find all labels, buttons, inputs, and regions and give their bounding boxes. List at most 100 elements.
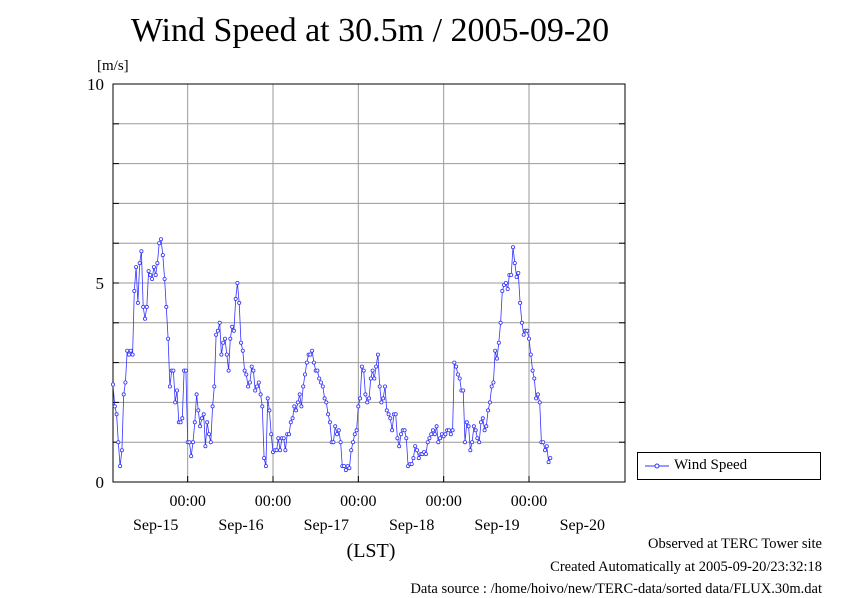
data-point bbox=[274, 448, 279, 453]
data-point bbox=[534, 396, 539, 401]
data-point bbox=[413, 444, 418, 449]
data-point bbox=[118, 464, 123, 469]
data-point bbox=[500, 288, 505, 293]
data-point bbox=[512, 261, 517, 266]
data-point bbox=[398, 432, 403, 437]
data-point bbox=[134, 265, 139, 270]
data-point bbox=[189, 454, 194, 459]
data-point bbox=[292, 404, 297, 409]
x-axis: 00:00 00:00 00:00 00:00 00:00 Sep-15 Sep-16 Sep… bbox=[133, 476, 605, 534]
data-point bbox=[302, 372, 307, 377]
data-point bbox=[297, 392, 302, 397]
data-point bbox=[281, 436, 286, 441]
data-point bbox=[381, 396, 386, 401]
data-point bbox=[217, 320, 222, 325]
data-point bbox=[203, 444, 208, 449]
data-point bbox=[477, 440, 482, 445]
data-point bbox=[450, 428, 455, 433]
data-point bbox=[174, 388, 179, 393]
data-point bbox=[304, 360, 309, 365]
data-point bbox=[333, 424, 338, 429]
data-point bbox=[518, 300, 523, 305]
data-point bbox=[167, 384, 172, 389]
data-point bbox=[256, 380, 261, 385]
data-point bbox=[347, 466, 352, 471]
data-point bbox=[253, 388, 258, 393]
data-point bbox=[244, 372, 249, 377]
data-point bbox=[137, 261, 142, 266]
data-point bbox=[528, 352, 533, 357]
x-date-label: Sep-19 bbox=[474, 517, 519, 534]
data-point bbox=[427, 436, 432, 441]
data-point bbox=[521, 332, 526, 337]
data-point bbox=[194, 392, 199, 397]
data-point bbox=[384, 408, 389, 413]
data-point bbox=[228, 336, 233, 341]
data-point bbox=[196, 408, 201, 413]
data-point bbox=[144, 304, 149, 309]
data-point bbox=[158, 237, 163, 242]
data-point bbox=[130, 352, 135, 357]
legend-swatch bbox=[645, 463, 669, 469]
x-axis-label: (LST) bbox=[347, 540, 396, 562]
data-point bbox=[265, 396, 270, 401]
data-point bbox=[180, 416, 185, 421]
data-point bbox=[315, 368, 320, 373]
data-point bbox=[374, 364, 379, 369]
data-point bbox=[262, 456, 267, 461]
data-point bbox=[455, 372, 460, 377]
data-point bbox=[382, 384, 387, 389]
data-point bbox=[514, 274, 519, 279]
data-point bbox=[290, 416, 295, 421]
data-point bbox=[237, 300, 242, 305]
data-point bbox=[548, 456, 553, 461]
data-point bbox=[119, 448, 124, 453]
data-point bbox=[286, 432, 291, 437]
data-point bbox=[361, 368, 366, 373]
data-point bbox=[235, 280, 240, 285]
data-point bbox=[423, 452, 428, 457]
data-point bbox=[299, 404, 304, 409]
data-point bbox=[363, 392, 368, 397]
data-point bbox=[338, 440, 343, 445]
x-date-label: Sep-16 bbox=[218, 517, 263, 534]
data-point bbox=[487, 400, 492, 405]
data-point bbox=[278, 448, 283, 453]
data-point bbox=[206, 432, 211, 437]
data-point bbox=[425, 440, 430, 445]
y-axis-label: [m/s] bbox=[97, 58, 129, 74]
data-point bbox=[409, 462, 414, 467]
data-point bbox=[114, 412, 119, 417]
data-point bbox=[535, 392, 540, 397]
data-point bbox=[166, 336, 171, 341]
data-point bbox=[260, 404, 265, 409]
data-point bbox=[510, 245, 515, 250]
data-point bbox=[214, 332, 219, 337]
data-point bbox=[219, 352, 224, 357]
data-point bbox=[334, 432, 339, 437]
data-point bbox=[164, 304, 169, 309]
data-point bbox=[327, 420, 332, 425]
data-point bbox=[139, 249, 144, 254]
footer-source: Data source : /home/hoivo/new/TERC-data/… bbox=[410, 581, 822, 597]
data-point bbox=[466, 424, 471, 429]
data-point bbox=[457, 376, 462, 381]
data-point bbox=[208, 440, 213, 445]
data-point bbox=[263, 464, 268, 469]
data-point bbox=[546, 460, 551, 465]
data-point bbox=[461, 388, 466, 393]
data-point bbox=[127, 352, 132, 357]
footer-observed: Observed at TERC Tower site bbox=[647, 536, 822, 552]
data-point bbox=[205, 420, 210, 425]
data-point bbox=[519, 320, 524, 325]
data-point bbox=[210, 404, 215, 409]
data-point bbox=[532, 376, 537, 381]
data-point bbox=[160, 253, 165, 258]
data-point bbox=[192, 420, 197, 425]
series-wind-speed bbox=[111, 237, 553, 473]
data-point bbox=[155, 261, 160, 266]
data-point bbox=[448, 432, 453, 437]
data-point bbox=[475, 436, 480, 441]
data-point bbox=[416, 456, 421, 461]
data-point bbox=[318, 380, 323, 385]
